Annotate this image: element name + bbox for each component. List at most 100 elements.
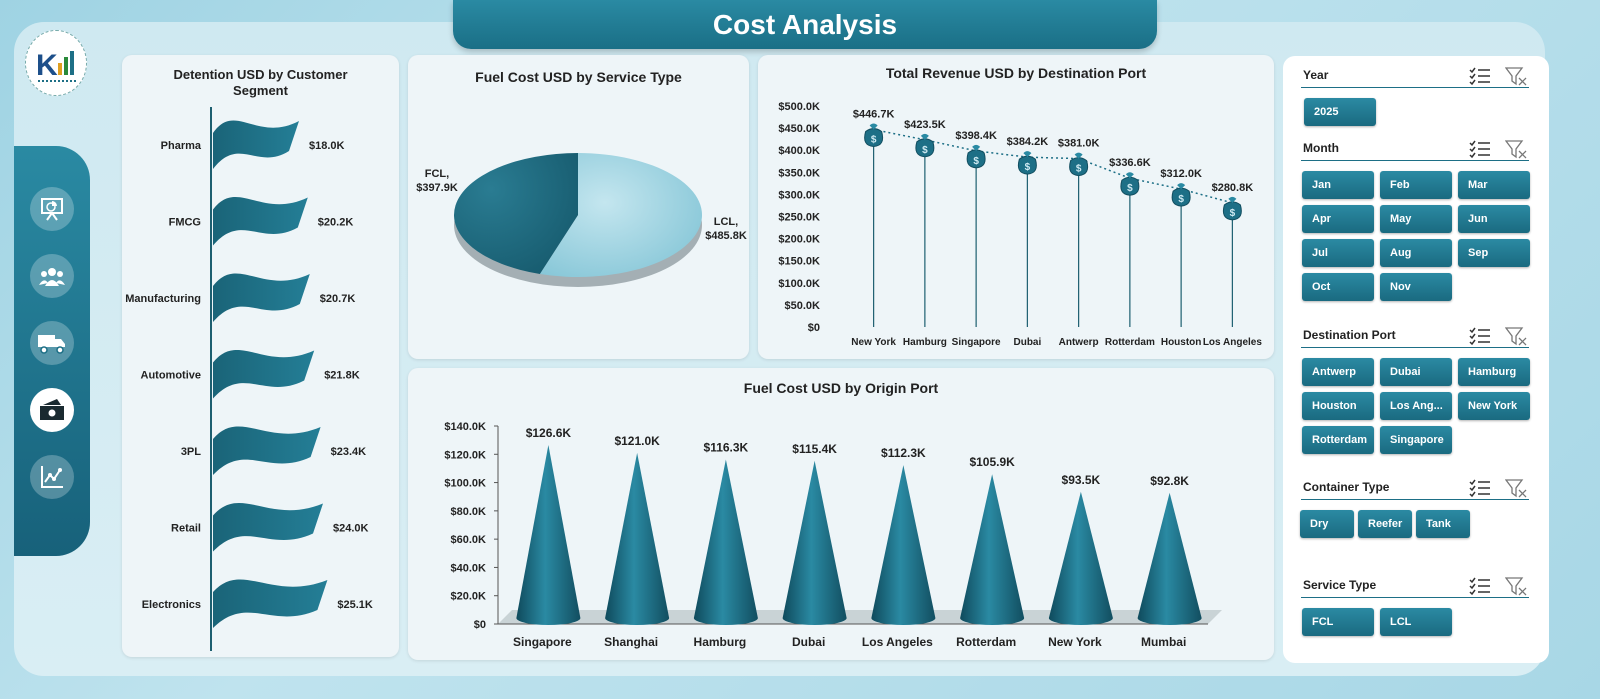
nav-sidebar — [14, 146, 90, 556]
clear-filter-icon[interactable] — [1505, 66, 1527, 86]
slicer-item-mar[interactable]: Mar — [1458, 171, 1530, 199]
slicer-item-label: Los Ang... — [1390, 400, 1443, 412]
cone-ytick-label: $80.0K — [451, 506, 487, 518]
slicer-item-label: Feb — [1390, 179, 1410, 191]
detention-chart-title: Detention USD by Customer Segment — [173, 67, 348, 98]
clear-filter-icon[interactable] — [1505, 139, 1527, 159]
cone-ytick-label: $60.0K — [451, 534, 487, 546]
money-bag-top — [1023, 151, 1032, 158]
detention-bar — [213, 349, 315, 399]
money-bag-glyph: $ — [922, 145, 928, 156]
slicer-item-may[interactable]: May — [1380, 205, 1452, 233]
multi-select-icon[interactable] — [1469, 139, 1491, 159]
slicer-title: Service Type — [1303, 578, 1377, 592]
cone-value-label: $121.0K — [614, 434, 660, 448]
money-bag-top — [869, 123, 878, 130]
clear-filter-icon[interactable] — [1505, 478, 1527, 498]
slicer-item-houston[interactable]: Houston — [1302, 392, 1374, 420]
revenue-ytick-label: $50.0K — [785, 300, 821, 312]
slicer-item-jun[interactable]: Jun — [1458, 205, 1530, 233]
nav-money-button[interactable] — [30, 388, 74, 432]
slicer-item-label: May — [1390, 213, 1412, 225]
fuel-origin-chart-title: Fuel Cost USD by Origin Port — [743, 380, 939, 396]
slicer-item-label: Hamburg — [1468, 366, 1517, 378]
cone-value-label: $93.5K — [1062, 473, 1101, 487]
revenue-value-label: $423.5K — [904, 119, 946, 131]
pie-slice-fcl — [454, 153, 578, 274]
slicer-title: Year — [1303, 68, 1329, 82]
slicer-item-jul[interactable]: Jul — [1302, 239, 1374, 267]
cone-category-label: Singapore — [513, 635, 572, 649]
slicer-item-reefer[interactable]: Reefer — [1358, 510, 1412, 538]
slicer-item-antwerp[interactable]: Antwerp — [1302, 358, 1374, 386]
slicer-item-label: Tank — [1426, 518, 1451, 530]
revenue-category-label: Houston — [1161, 337, 1202, 348]
slicer-title: Month — [1303, 141, 1339, 155]
fuel-service-chart-card: Fuel Cost USD by Service Type FCL, $397.9… — [408, 55, 749, 359]
detention-category-label: Manufacturing — [125, 293, 201, 305]
slicer-panel: Year 2025 Month — [1283, 56, 1549, 663]
money-bag-glyph: $ — [973, 156, 979, 167]
slicer-header-month: Month — [1301, 139, 1529, 161]
money-bag-glyph: $ — [1230, 208, 1236, 219]
detention-bar — [213, 196, 308, 246]
nav-users-button[interactable] — [30, 254, 74, 298]
slicer-item-label: FCL — [1312, 616, 1334, 628]
cone-ytick-label: $100.0K — [444, 478, 486, 490]
slicer-title: Container Type — [1303, 480, 1390, 494]
pie-slice-label-line: FCL, — [425, 168, 449, 180]
cone-ytick-label: $120.0K — [444, 449, 486, 461]
slicer-header-year: Year — [1301, 66, 1529, 88]
slicer-item-dubai[interactable]: Dubai — [1380, 358, 1452, 386]
slicer-item-dry[interactable]: Dry — [1300, 510, 1354, 538]
revenue-money-bag-marker: $ — [1017, 151, 1037, 175]
nav-presentation-button[interactable] — [30, 187, 74, 231]
slicer-item-aug[interactable]: Aug — [1380, 239, 1452, 267]
slicer-item-2025[interactable]: 2025 — [1304, 98, 1376, 126]
slicer-item-new-york[interactable]: New York — [1458, 392, 1530, 420]
revenue-category-label: Singapore — [952, 337, 1001, 348]
multi-select-icon[interactable] — [1469, 478, 1491, 498]
slicer-item-jan[interactable]: Jan — [1302, 171, 1374, 199]
clear-filter-icon[interactable] — [1505, 326, 1527, 346]
nav-trend-button[interactable] — [30, 455, 74, 499]
slicer-header-destination-port: Destination Port — [1301, 326, 1529, 348]
presentation-chart-icon — [41, 198, 63, 221]
slicer-item-lcl[interactable]: LCL — [1380, 608, 1452, 636]
slicer-item-fcl[interactable]: FCL — [1302, 608, 1374, 636]
revenue-category-label: Hamburg — [903, 337, 947, 348]
cone-ytick-label: $0 — [474, 619, 486, 631]
slicer-item-los-ang-[interactable]: Los Ang... — [1380, 392, 1452, 420]
slicer-item-apr[interactable]: Apr — [1302, 205, 1374, 233]
multi-select-icon[interactable] — [1469, 66, 1491, 86]
revenue-money-bag-marker: $ — [1171, 183, 1191, 207]
nav-truck-button[interactable] — [30, 321, 74, 365]
slicer-item-oct[interactable]: Oct — [1302, 273, 1374, 301]
revenue-value-label: $336.6K — [1109, 157, 1151, 169]
logo: K — [25, 30, 87, 96]
detention-value-label: $21.8K — [324, 370, 360, 382]
money-bag-glyph: $ — [1178, 194, 1184, 205]
slicer-item-label: Oct — [1312, 281, 1331, 293]
slicer-item-singapore[interactable]: Singapore — [1380, 426, 1452, 454]
revenue-ytick-label: $150.0K — [778, 256, 820, 268]
slicer-item-nov[interactable]: Nov — [1380, 273, 1452, 301]
multi-select-icon[interactable] — [1469, 326, 1491, 346]
detention-category-label: 3PL — [181, 446, 201, 458]
slicer-item-tank[interactable]: Tank — [1416, 510, 1470, 538]
clear-filter-icon[interactable] — [1505, 576, 1527, 596]
cone-bar — [871, 465, 936, 625]
slicer-item-label: Apr — [1312, 213, 1331, 225]
money-bag-glyph: $ — [1076, 164, 1082, 175]
slicer-item-feb[interactable]: Feb — [1380, 171, 1452, 199]
slicer-item-label: Nov — [1390, 281, 1411, 293]
multi-select-icon[interactable] — [1469, 576, 1491, 596]
pie-slice-label: FCL, $397.9K — [416, 168, 458, 194]
slicer-item-rotterdam[interactable]: Rotterdam — [1302, 426, 1374, 454]
slicer-item-hamburg[interactable]: Hamburg — [1458, 358, 1530, 386]
slicer-item-label: Sep — [1468, 247, 1489, 259]
fuel-service-chart: FCL, $397.9K LCL, $485.8K — [416, 153, 747, 287]
slicer-item-sep[interactable]: Sep — [1458, 239, 1530, 267]
cone-bar — [1137, 492, 1202, 625]
cone-value-label: $105.9K — [969, 455, 1015, 469]
